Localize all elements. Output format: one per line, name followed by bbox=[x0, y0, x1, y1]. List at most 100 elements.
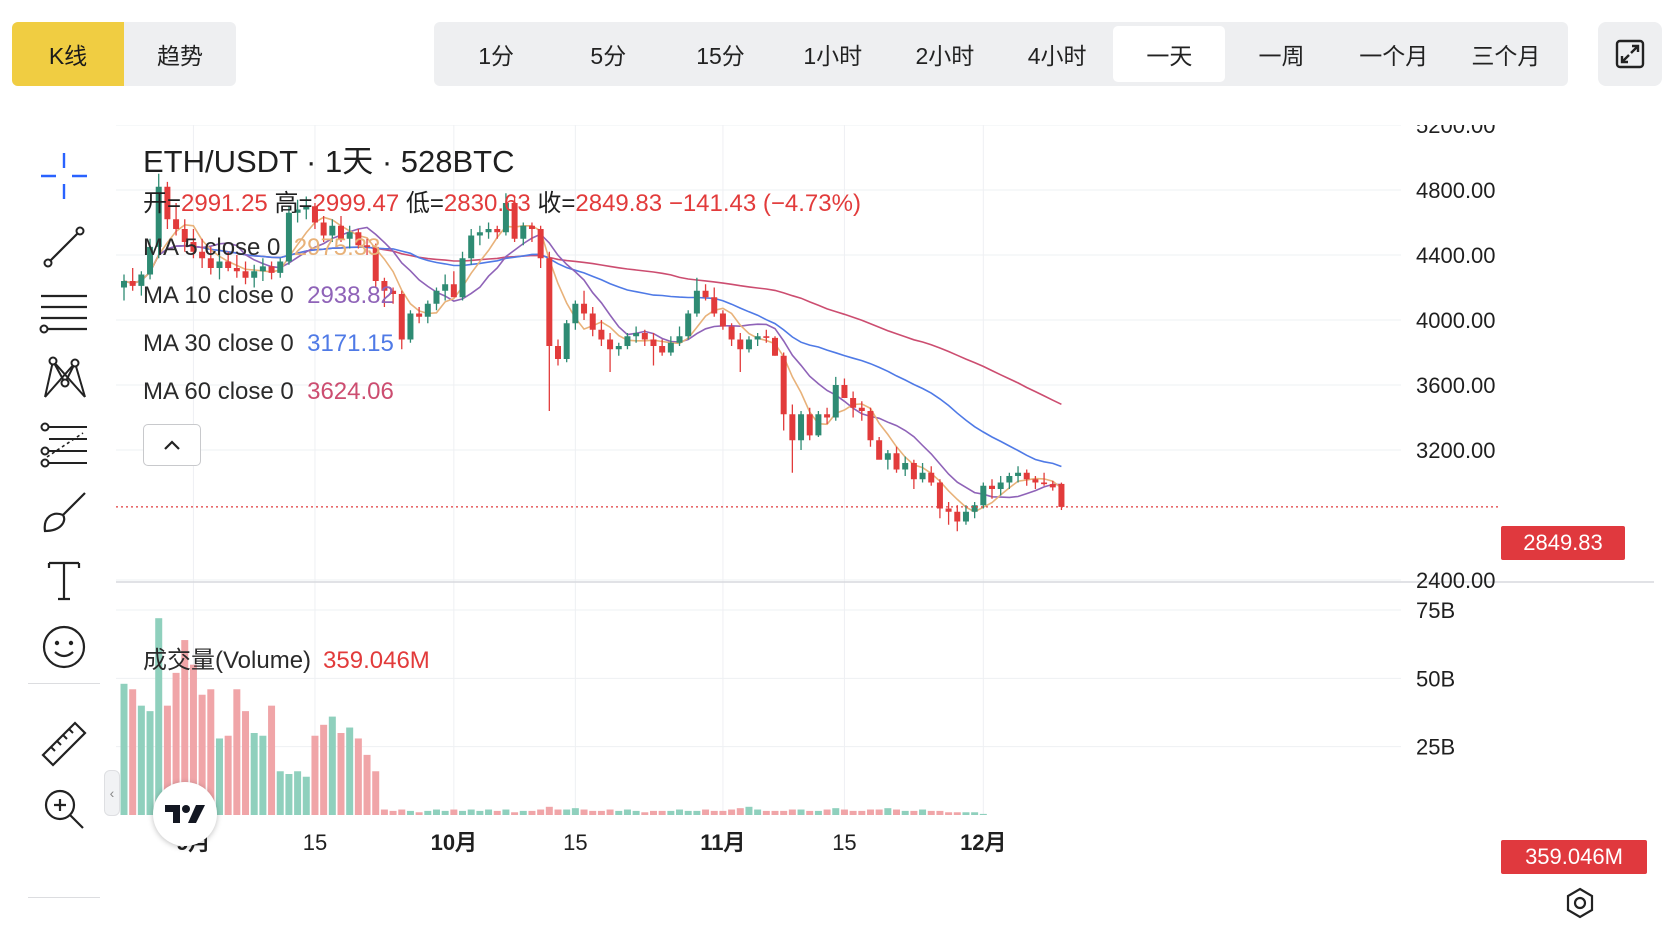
candle-body bbox=[207, 258, 214, 268]
candle-body bbox=[615, 346, 622, 350]
toolbar-collapse-handle[interactable]: ‹ bbox=[104, 770, 120, 816]
volume-bar bbox=[728, 809, 736, 815]
volume-bar bbox=[910, 810, 918, 815]
interval-15m[interactable]: 15分 bbox=[696, 43, 745, 69]
volume-bar bbox=[927, 810, 935, 815]
zoom-tool[interactable] bbox=[32, 780, 96, 838]
interval-5m[interactable]: 5分 bbox=[590, 43, 627, 69]
volume-bar bbox=[858, 810, 866, 815]
candle-body bbox=[832, 385, 839, 418]
interval-2h[interactable]: 2小时 bbox=[915, 43, 975, 69]
ma30-line bbox=[123, 244, 1062, 468]
candle-body bbox=[980, 485, 987, 506]
candle-body bbox=[676, 336, 683, 343]
current-volume-label: 359.046M bbox=[1501, 840, 1647, 874]
horizontal-lines-tool[interactable] bbox=[32, 284, 96, 342]
interval-1mo[interactable]: 一个月 bbox=[1359, 43, 1429, 69]
chart-area[interactable]: 5200.00 4800.00 4400.00 4000.00 3600.00 3200.… bbox=[116, 125, 1654, 930]
volume-bar bbox=[832, 808, 840, 815]
volume-bar bbox=[901, 810, 909, 815]
candle-body bbox=[867, 411, 874, 441]
tradingview-logo[interactable] bbox=[153, 782, 217, 846]
candle-body bbox=[251, 271, 258, 278]
volume-bar bbox=[380, 809, 388, 815]
time-axis-label: 15 bbox=[563, 830, 587, 855]
interval-4h[interactable]: 4小时 bbox=[1027, 43, 1087, 69]
settings-icon bbox=[1566, 887, 1594, 919]
fullscreen-button[interactable] bbox=[1598, 22, 1662, 86]
volume-bar bbox=[276, 771, 284, 815]
fib-tool[interactable] bbox=[32, 415, 96, 473]
volume-bar bbox=[875, 809, 883, 815]
volume-bar bbox=[641, 812, 649, 815]
crosshair-icon bbox=[41, 153, 87, 199]
text-tool[interactable] bbox=[32, 551, 96, 609]
legend-collapse-button[interactable] bbox=[143, 424, 201, 466]
candle-body bbox=[1023, 472, 1030, 480]
candle-body bbox=[528, 225, 535, 229]
volume-bar bbox=[372, 771, 380, 815]
crosshair-tool[interactable] bbox=[32, 147, 96, 205]
interval-1d[interactable]: 一天 bbox=[1113, 26, 1226, 82]
candle-body bbox=[841, 385, 848, 398]
tab-kline[interactable]: K线 bbox=[12, 22, 124, 86]
zoom-in-icon bbox=[44, 789, 84, 829]
volume-bar bbox=[893, 809, 901, 815]
price-axis-label: 3600.00 bbox=[1416, 373, 1496, 398]
time-axis-label: 15 bbox=[303, 830, 327, 855]
interval-1h[interactable]: 1小时 bbox=[803, 43, 863, 69]
volume-bar bbox=[189, 664, 197, 815]
candle-body bbox=[633, 333, 640, 337]
interval-1w[interactable]: 一周 bbox=[1258, 43, 1305, 69]
axis-settings-button[interactable] bbox=[1562, 885, 1598, 921]
candle-body bbox=[537, 229, 544, 259]
top-bar: K线 趋势 1分 5分 15分 1小时 2小时 4小时 一天 一周 一个月 三个… bbox=[0, 0, 1672, 100]
candle-body bbox=[824, 414, 831, 418]
candle-body bbox=[798, 414, 805, 441]
price-chart[interactable]: 5200.00 4800.00 4400.00 4000.00 3600.00 3200.… bbox=[116, 125, 1654, 930]
candle-body bbox=[719, 313, 726, 327]
candle-body bbox=[442, 284, 449, 291]
candle-body bbox=[381, 281, 388, 291]
candle-body bbox=[164, 186, 171, 220]
candle-body bbox=[468, 235, 475, 259]
candle-body bbox=[581, 303, 588, 314]
interval-1m[interactable]: 1分 bbox=[478, 43, 514, 69]
measure-tool[interactable] bbox=[32, 715, 96, 773]
candle-body bbox=[1049, 484, 1056, 488]
volume-bar bbox=[129, 689, 137, 815]
candle-body bbox=[893, 453, 900, 470]
volume-bar bbox=[849, 810, 857, 815]
candle-body bbox=[997, 482, 1004, 489]
volume-bar bbox=[389, 810, 397, 815]
trend-line-tool[interactable] bbox=[32, 218, 96, 276]
candle-body bbox=[364, 245, 371, 247]
volume-bar bbox=[294, 771, 302, 815]
volume-bar bbox=[328, 716, 336, 815]
candle-body bbox=[641, 333, 648, 340]
time-axis-label: 11月 bbox=[700, 830, 745, 855]
volume-bar bbox=[146, 711, 154, 815]
candle-body bbox=[598, 329, 605, 340]
volume-bar bbox=[259, 735, 267, 815]
emoji-tool[interactable] bbox=[32, 618, 96, 676]
volume-bar bbox=[580, 809, 588, 815]
volume-bar bbox=[771, 810, 779, 815]
volume-bar bbox=[797, 809, 805, 815]
volume-bar bbox=[676, 809, 684, 815]
trend-line-icon bbox=[43, 226, 85, 268]
candle-body bbox=[320, 222, 327, 236]
volume-bar bbox=[840, 809, 848, 815]
volume-bar bbox=[120, 683, 128, 815]
candle-body bbox=[607, 339, 614, 350]
brush-tool[interactable] bbox=[32, 483, 96, 541]
chevron-up-icon bbox=[164, 440, 180, 450]
candle-body bbox=[572, 303, 579, 324]
pattern-tool[interactable] bbox=[32, 349, 96, 407]
candle-body bbox=[216, 261, 223, 268]
chart-type-switch: K线 趋势 bbox=[12, 22, 236, 86]
interval-3mo[interactable]: 三个月 bbox=[1471, 43, 1541, 69]
candle-body bbox=[815, 414, 822, 436]
candle-body bbox=[329, 225, 336, 236]
tab-trend[interactable]: 趋势 bbox=[157, 43, 203, 69]
